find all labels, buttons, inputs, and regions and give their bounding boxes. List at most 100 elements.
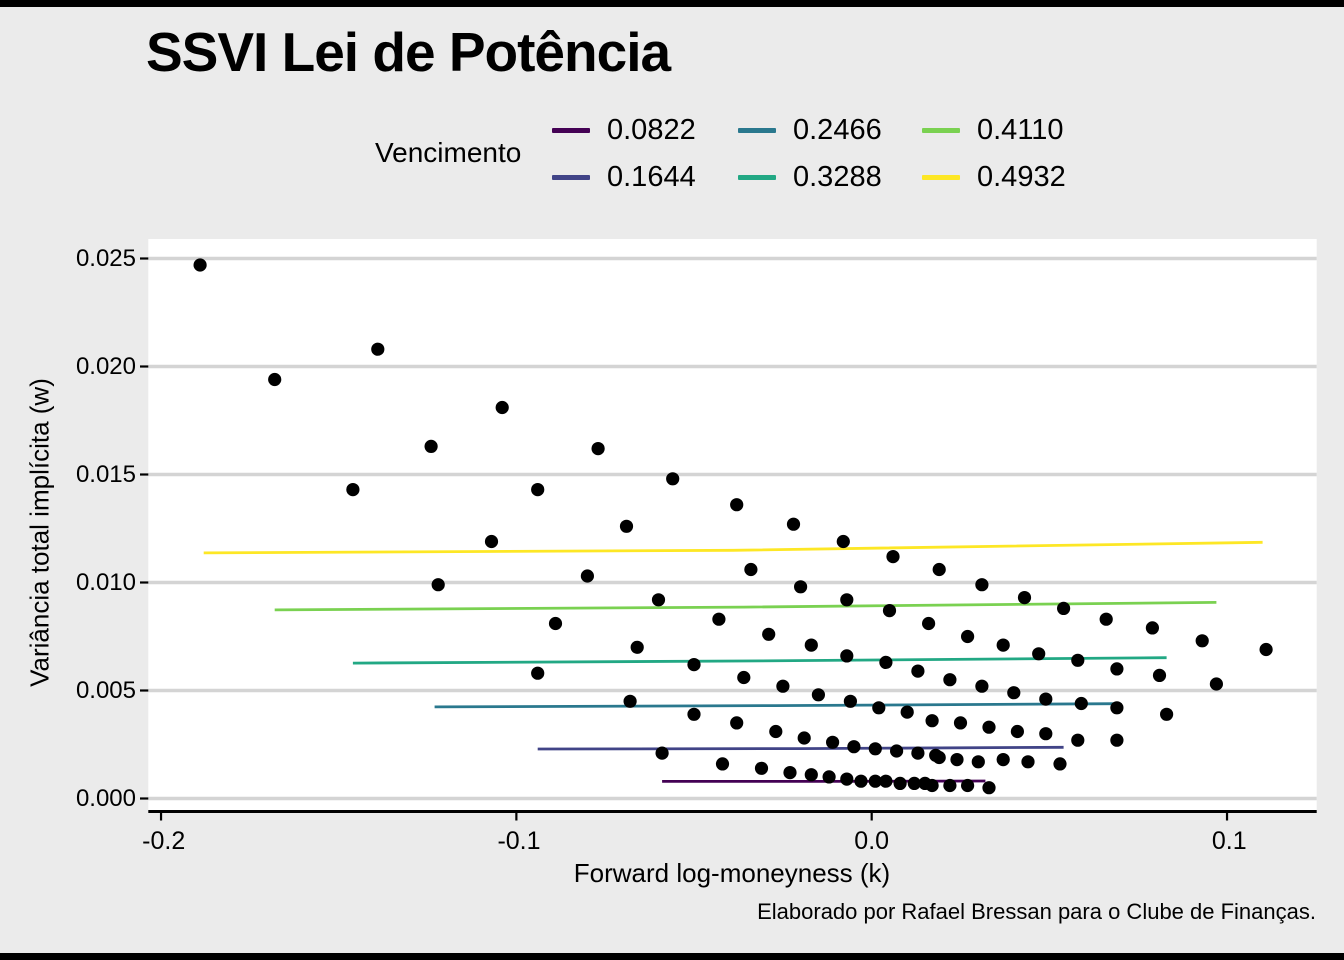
scatter-point [925, 714, 939, 728]
scatter-point [655, 746, 669, 760]
fit-line-0.1644 [537, 745, 1064, 751]
scatter-point [687, 658, 701, 672]
scatter-point [776, 679, 790, 693]
scatter-point [730, 498, 744, 512]
scatter-point [1209, 677, 1223, 691]
legend-label-0.1644: 0.1644 [607, 160, 696, 193]
legend-entry-0.1644: 0.1644 [552, 160, 696, 194]
fit-line-0.4932 [203, 540, 1263, 555]
scatter-point [744, 562, 758, 577]
scatter-point [982, 720, 996, 734]
y-axis-title: Variância total implícita (w) [24, 378, 55, 687]
scatter-point [804, 768, 818, 782]
y-tick-label-0.010: 0.010 [75, 568, 136, 596]
scatter-point [495, 400, 509, 415]
scatter-point [872, 701, 886, 715]
scatter-point [840, 593, 854, 607]
scatter-point [762, 627, 776, 641]
scatter-point [630, 640, 644, 654]
scatter-point [868, 774, 882, 788]
scatter-point [953, 716, 968, 730]
scatter-point [424, 439, 438, 453]
scatter-point [996, 753, 1010, 767]
scatter-point [882, 604, 897, 618]
scatter-point [548, 616, 563, 631]
scatter-point [1145, 621, 1159, 635]
scatter-point [786, 517, 801, 531]
y-tick-label-0.015: 0.015 [75, 460, 136, 488]
scatter-point [854, 774, 868, 788]
scatter-point [1074, 696, 1088, 711]
scatter-point [886, 550, 900, 564]
y-tick-label-0.025: 0.025 [75, 244, 136, 272]
scatter-point [1071, 653, 1085, 667]
scatter-point [1039, 727, 1053, 741]
scatter-point [975, 679, 989, 693]
scatter-point [193, 258, 207, 272]
scatter-point [879, 774, 893, 788]
scatter-point [783, 766, 797, 780]
scatter-point [737, 670, 751, 685]
y-tick-label-0.000: 0.000 [75, 784, 136, 812]
top-border [0, 0, 1344, 7]
legend-label-0.4932: 0.4932 [977, 160, 1066, 193]
y-tick-label-0.005: 0.005 [75, 676, 136, 704]
scatter-point [1195, 634, 1209, 648]
scatter-point [651, 593, 666, 607]
scatter-point [1110, 662, 1124, 676]
scatter-point [580, 569, 595, 583]
scatter-point [346, 483, 360, 497]
legend-label-0.4110: 0.4110 [977, 113, 1064, 146]
scatter-point [925, 778, 939, 793]
scatter-point [804, 638, 818, 652]
scatter-point [1010, 724, 1024, 739]
scatter-point [907, 776, 921, 791]
legend-label-0.2466: 0.2466 [793, 113, 882, 146]
scatter-point [1110, 733, 1124, 747]
scatter-point [1099, 612, 1113, 626]
caption: Elaborado por Rafael Bressan para o Club… [757, 899, 1316, 924]
scatter-point [893, 776, 907, 791]
scatter-point [943, 778, 957, 793]
scatter-point [826, 735, 840, 749]
legend-entry-0.4932: 0.4932 [922, 160, 1066, 194]
legend-title: Vencimento [375, 137, 522, 168]
legend-key-0.4932 [922, 174, 960, 180]
scatter-point [712, 612, 726, 626]
scatter-point [847, 740, 861, 754]
legend-label-0.3288: 0.3288 [793, 160, 882, 193]
x-tick-label--0.1: -0.1 [497, 827, 541, 855]
legend-entry-0.3288: 0.3288 [738, 160, 882, 194]
scatter-point [1071, 733, 1085, 747]
scatter-point [531, 666, 545, 680]
x-tick-label--0.2: -0.2 [142, 827, 186, 855]
legend-entry-0.4110: 0.4110 [922, 113, 1064, 147]
scatter-point [666, 472, 680, 486]
scatter-point [950, 753, 964, 767]
scatter-point [975, 578, 989, 592]
fit-line-0.2466 [434, 702, 1117, 709]
scatter-point [591, 442, 605, 456]
scatter-point [971, 755, 985, 769]
x-tick-label-0.0: 0.0 [854, 827, 890, 855]
scatter-point [619, 519, 634, 533]
scatter-point [769, 724, 783, 739]
scatter-point [961, 629, 975, 644]
legend-key-0.2466 [738, 127, 776, 133]
legend-key-0.4110 [922, 127, 960, 133]
scatter-point [868, 742, 882, 756]
panel-background [148, 239, 1317, 812]
scatter-point [840, 649, 854, 663]
scatter-point [932, 562, 946, 577]
scatter-point [794, 580, 808, 594]
chart-title: SSVI Lei de Potência [146, 21, 671, 83]
scatter-point [1017, 591, 1032, 605]
scatter-point [1160, 707, 1174, 721]
legend-label-0.0822: 0.0822 [607, 113, 696, 146]
scatter-point [840, 772, 854, 786]
scatter-point [371, 342, 385, 356]
scatter-point [1007, 686, 1021, 700]
scatter-point [996, 638, 1010, 652]
